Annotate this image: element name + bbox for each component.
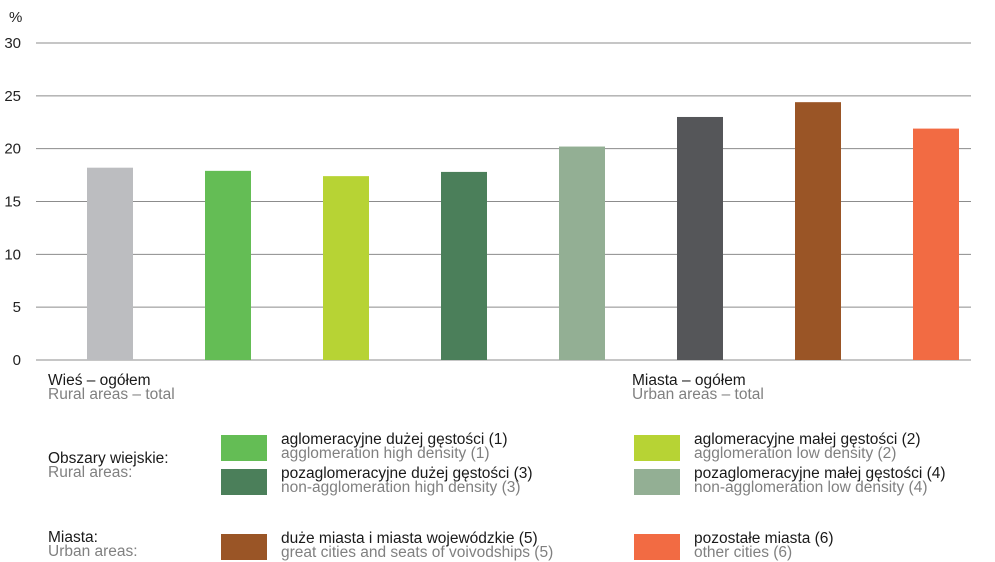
x-caption-rural-total: Wieś – ogółem Rural areas – total — [48, 372, 175, 403]
legend-swatch — [221, 469, 267, 495]
legend-group-rural-en: Rural areas: — [48, 464, 133, 481]
legend-group-rural-pl: Obszary wiejskie: — [48, 450, 169, 467]
y-tick-label: 15 — [4, 194, 21, 211]
legend-swatch — [221, 435, 267, 461]
y-axis-unit-label: % — [9, 9, 22, 26]
legend-item-en: agglomeration high density (1) — [281, 445, 490, 462]
bar — [441, 171, 487, 360]
y-tick-label: 10 — [4, 246, 21, 263]
legend-item-en: non-agglomeration high density (3) — [281, 479, 521, 496]
x-caption-urban-total-pl: Miasta – ogółem — [632, 372, 746, 389]
legend-item-pl: aglomeracyjne dużej gęstości (1) — [281, 431, 508, 448]
y-tick-label: 30 — [4, 35, 21, 52]
bars — [87, 102, 959, 360]
legend-item-great-cities: duże miasta i miasta wojewódzkie (5) gre… — [221, 530, 554, 561]
y-tick-label: 5 — [13, 299, 21, 316]
x-caption-urban-total-en: Urban areas – total — [632, 386, 764, 403]
legend-group-urban-en: Urban areas: — [48, 543, 138, 560]
y-tick-labels: 0 5 10 15 20 25 30 — [4, 35, 21, 369]
bar — [677, 116, 723, 360]
legend-item-en: other cities (6) — [694, 544, 793, 561]
bar — [87, 167, 133, 360]
legend-item-pl: aglomeracyjne małej gęstości (2) — [694, 431, 921, 448]
legend-item-pl: pozaglomeracyjne dużej gęstości (3) — [281, 465, 533, 482]
bar — [913, 128, 959, 360]
x-caption-urban-total: Miasta – ogółem Urban areas – total — [632, 372, 764, 403]
legend-item-other-cities: pozostałe miasta (6) other cities (6) — [634, 530, 834, 561]
legend-item-en: non-agglomeration low density (4) — [694, 479, 928, 496]
y-tick-label: 20 — [4, 141, 21, 158]
legend-swatch — [634, 469, 680, 495]
legend-swatch — [221, 534, 267, 560]
legend-swatch — [634, 534, 680, 560]
legend-group-urban-pl: Miasta: — [48, 529, 98, 546]
bar — [323, 176, 369, 360]
legend-item-pl: pozostałe miasta (6) — [694, 530, 834, 547]
legend-item-agglomeration-high-density: aglomeracyjne dużej gęstości (1) agglome… — [221, 431, 508, 462]
bar — [795, 102, 841, 360]
legend-item-non-agglomeration-low-density: pozaglomeracyjne małej gęstości (4) non-… — [634, 465, 946, 496]
legend-item-pl: duże miasta i miasta wojewódzkie (5) — [281, 530, 538, 547]
bar-chart: % 0 5 10 15 20 25 30 — [4, 9, 971, 369]
legend-swatch — [634, 435, 680, 461]
gridlines — [36, 42, 971, 361]
legend-item-agglomeration-low-density: aglomeracyjne małej gęstości (2) agglome… — [634, 431, 921, 462]
legend-group-urban-label: Miasta: Urban areas: — [48, 529, 138, 560]
bar — [559, 146, 605, 360]
x-caption-rural-total-pl: Wieś – ogółem — [48, 372, 151, 389]
x-caption-rural-total-en: Rural areas – total — [48, 386, 175, 403]
legend-item-non-agglomeration-high-density: pozaglomeracyjne dużej gęstości (3) non-… — [221, 465, 533, 496]
y-tick-label: 0 — [13, 352, 21, 369]
bar — [205, 170, 251, 360]
legend-item-en: agglomeration low density (2) — [694, 445, 897, 462]
y-tick-label: 25 — [4, 88, 21, 105]
legend-item-en: great cities and seats of voivodships (5… — [281, 544, 554, 561]
legend-group-rural-label: Obszary wiejskie: Rural areas: — [48, 450, 169, 481]
legend-item-pl: pozaglomeracyjne małej gęstości (4) — [694, 465, 946, 482]
